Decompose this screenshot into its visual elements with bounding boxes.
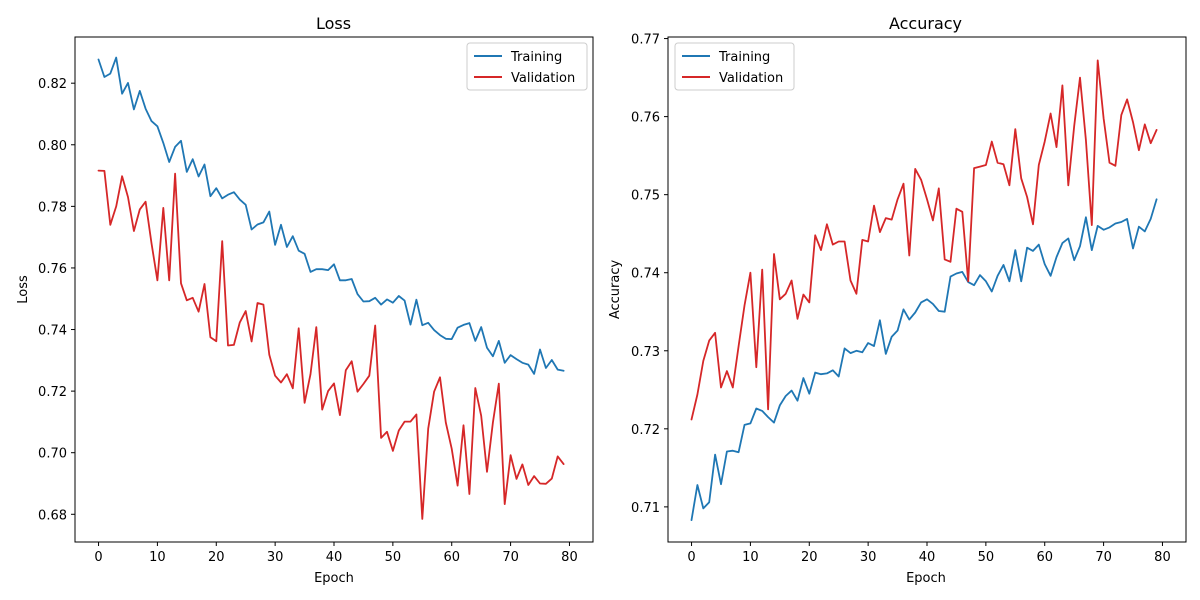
loss-legend-box bbox=[466, 42, 588, 91]
accuracy-x-axis-label: Epoch bbox=[906, 571, 946, 586]
loss-x-tick-label: 50 bbox=[385, 550, 402, 565]
loss-legend-validation-label: Validation bbox=[511, 71, 575, 86]
accuracy-y-tick-label: 0.73 bbox=[631, 345, 660, 360]
loss-x-tick-label: 10 bbox=[149, 550, 166, 565]
loss-legend-training-label: Training bbox=[510, 50, 562, 65]
loss-x-tick-label: 60 bbox=[443, 550, 460, 565]
accuracy-axes-frame bbox=[667, 36, 1187, 543]
accuracy-y-axis-label: Accuracy bbox=[608, 260, 623, 320]
accuracy-legend-box bbox=[674, 42, 795, 91]
loss-y-axis-ticks: 0.68 0.70 0.72 0.74 0.76 0.78 0.80 0.82 bbox=[38, 77, 75, 523]
loss-x-tick-label: 70 bbox=[502, 550, 519, 565]
loss-y-tick-label: 0.76 bbox=[38, 262, 67, 277]
loss-y-tick-label: 0.74 bbox=[38, 324, 67, 339]
accuracy-y-tick-label: 0.75 bbox=[631, 189, 660, 204]
accuracy-plot-area bbox=[690, 59, 1158, 521]
accuracy-x-tick-label: 30 bbox=[860, 550, 877, 565]
accuracy-legend: Training Validation bbox=[674, 42, 795, 91]
accuracy-chart-title: Accuracy bbox=[889, 14, 962, 33]
loss-chart-panel: Loss 0 10 20 30 40 50 60 70 80 0.680.700.720.740… bbox=[16, 14, 594, 586]
loss-x-tick-label: 20 bbox=[208, 550, 225, 565]
accuracy-validation-line bbox=[690, 59, 1158, 421]
accuracy-x-tick-label: 20 bbox=[801, 550, 818, 565]
accuracy-y-tick-label: 0.76 bbox=[631, 111, 660, 126]
accuracy-legend-training-label: Training bbox=[718, 50, 770, 65]
accuracy-x-tick-label: 10 bbox=[742, 550, 759, 565]
loss-validation-line bbox=[97, 169, 565, 520]
accuracy-x-tick-label: 0 bbox=[687, 550, 695, 565]
accuracy-x-axis-ticks: 0 10 20 30 40 50 60 70 80 bbox=[687, 542, 1171, 565]
loss-y-tick-label: 0.78 bbox=[38, 200, 67, 215]
loss-x-tick-label: 30 bbox=[267, 550, 284, 565]
accuracy-x-tick-label: 40 bbox=[919, 550, 936, 565]
accuracy-y-tick-label: 0.72 bbox=[631, 423, 660, 438]
accuracy-x-tick-label: 70 bbox=[1095, 550, 1112, 565]
loss-y-tick-label: 0.70 bbox=[38, 447, 67, 462]
accuracy-y-axis-ticks: 0.71 0.72 0.73 0.74 0.75 0.76 0.77 bbox=[631, 33, 668, 516]
loss-x-axis-label: Epoch bbox=[314, 571, 354, 586]
loss-x-tick-label: 0 bbox=[94, 550, 102, 565]
accuracy-training-line bbox=[690, 198, 1158, 521]
accuracy-legend-validation-label: Validation bbox=[719, 71, 783, 86]
accuracy-x-tick-label: 60 bbox=[1036, 550, 1053, 565]
loss-y-tick-label: 0.72 bbox=[38, 385, 67, 400]
accuracy-x-tick-label: 50 bbox=[978, 550, 995, 565]
loss-plot-area bbox=[97, 56, 565, 520]
loss-y-tick-label: 0.80 bbox=[38, 139, 67, 154]
accuracy-y-tick-label: 0.77 bbox=[631, 33, 660, 48]
loss-x-axis-ticks: 0 10 20 30 40 50 60 70 80 bbox=[94, 542, 578, 565]
accuracy-x-tick-label: 80 bbox=[1154, 550, 1171, 565]
loss-y-tick-label: 0.68 bbox=[38, 508, 67, 523]
loss-legend: Training Validation bbox=[466, 42, 588, 91]
loss-y-tick-label: 0.82 bbox=[38, 77, 67, 92]
loss-x-tick-label: 80 bbox=[561, 550, 578, 565]
loss-x-tick-label: 40 bbox=[326, 550, 343, 565]
accuracy-y-tick-label: 0.71 bbox=[631, 501, 660, 516]
accuracy-y-tick-label: 0.74 bbox=[631, 267, 660, 282]
loss-chart-title: Loss bbox=[316, 14, 351, 33]
loss-y-axis-label: Loss bbox=[16, 275, 31, 304]
loss-training-line bbox=[97, 56, 565, 375]
loss-axes-frame bbox=[74, 36, 594, 543]
accuracy-chart-panel: Accuracy 0 10 20 30 40 50 60 70 80 0.710.720.730… bbox=[608, 14, 1187, 586]
